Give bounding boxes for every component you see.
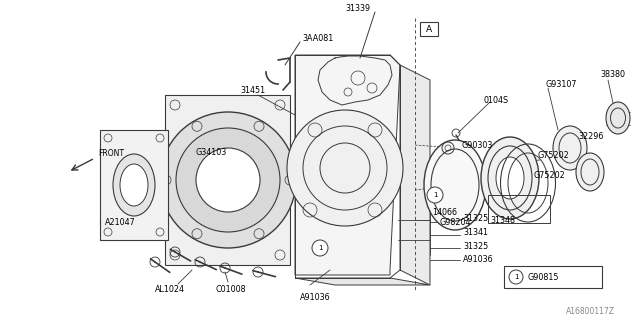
Polygon shape (295, 278, 430, 285)
Polygon shape (400, 65, 430, 285)
Text: 31325: 31325 (463, 213, 488, 222)
Text: 31348: 31348 (490, 215, 515, 225)
Text: A16800117Z: A16800117Z (566, 308, 614, 316)
Bar (488, 195, 550, 223)
Text: 3AA081: 3AA081 (302, 34, 333, 43)
Polygon shape (165, 95, 290, 265)
Text: G75202: G75202 (538, 150, 570, 159)
Text: 0104S: 0104S (483, 95, 508, 105)
Polygon shape (100, 130, 168, 240)
Text: 31339: 31339 (346, 4, 371, 12)
Text: A21047: A21047 (105, 218, 136, 227)
Circle shape (160, 112, 296, 248)
Text: 32296: 32296 (578, 132, 604, 140)
Text: AL1024: AL1024 (155, 285, 185, 294)
Ellipse shape (496, 157, 524, 199)
Circle shape (287, 110, 403, 226)
Ellipse shape (424, 140, 486, 230)
Ellipse shape (113, 154, 155, 216)
Circle shape (312, 240, 328, 256)
Circle shape (427, 187, 443, 203)
Text: G75202: G75202 (533, 171, 564, 180)
Text: A91036: A91036 (300, 293, 331, 302)
Circle shape (196, 148, 260, 212)
Ellipse shape (120, 164, 148, 206)
Ellipse shape (576, 153, 604, 191)
Text: 31325: 31325 (463, 242, 488, 251)
Bar (504, 266, 602, 288)
Text: G98204: G98204 (440, 218, 472, 227)
Ellipse shape (481, 137, 539, 219)
Text: 14066: 14066 (432, 207, 457, 217)
Text: FRONT: FRONT (98, 148, 124, 157)
Ellipse shape (606, 102, 630, 134)
Text: A91036: A91036 (463, 255, 493, 265)
Text: 31341: 31341 (463, 228, 488, 236)
Text: G34103: G34103 (195, 148, 227, 156)
Polygon shape (295, 55, 400, 275)
FancyBboxPatch shape (420, 22, 438, 36)
Text: 1: 1 (514, 274, 518, 280)
Text: 31451: 31451 (240, 85, 265, 94)
Text: 1: 1 (317, 245, 323, 251)
Text: 38380: 38380 (600, 69, 625, 78)
Circle shape (509, 270, 523, 284)
Text: G90815: G90815 (528, 273, 559, 282)
Text: 1: 1 (433, 192, 437, 198)
Text: G90303: G90303 (462, 140, 493, 149)
Text: A: A (426, 25, 432, 34)
Ellipse shape (553, 126, 587, 170)
Text: G93107: G93107 (545, 79, 577, 89)
Text: C01008: C01008 (215, 285, 246, 294)
Circle shape (176, 128, 280, 232)
